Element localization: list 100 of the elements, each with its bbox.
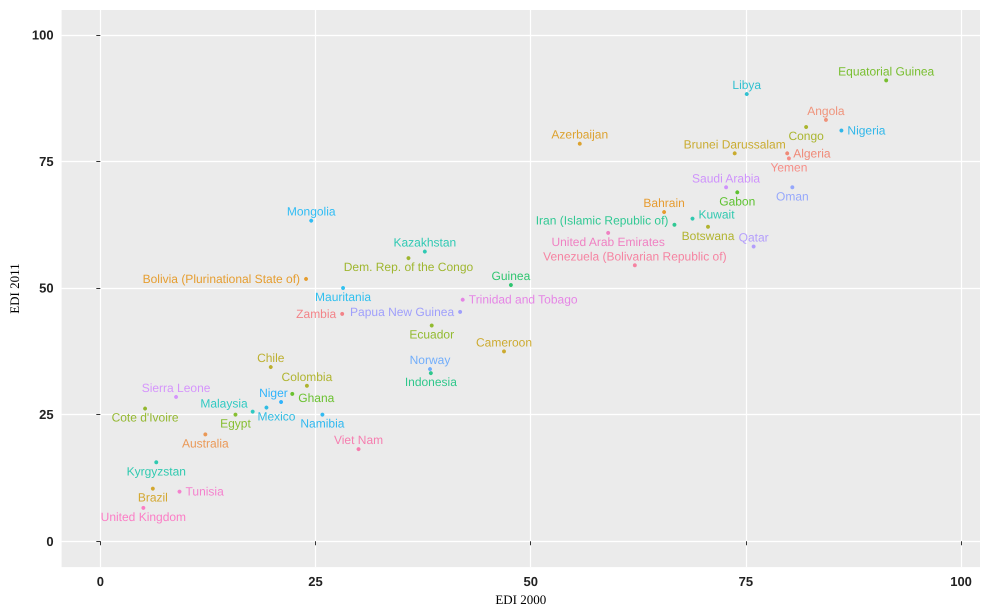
point bbox=[744, 92, 749, 96]
point bbox=[178, 490, 182, 494]
series-label: Iran (Islamic Republic of) bbox=[536, 214, 668, 228]
series-label: Brunei Darussalam bbox=[684, 137, 786, 152]
point bbox=[884, 78, 888, 82]
series-label: Brazil bbox=[138, 490, 168, 505]
series-label: Egypt bbox=[220, 416, 252, 431]
point bbox=[320, 412, 324, 417]
point bbox=[143, 406, 148, 411]
point bbox=[174, 394, 178, 399]
series-label: Algeria bbox=[793, 146, 831, 160]
point bbox=[309, 218, 314, 223]
series-label: Mauritania bbox=[315, 290, 372, 304]
series-label: Dem. Rep. of the Congo bbox=[344, 260, 474, 274]
series-label: Ecuador bbox=[409, 328, 454, 342]
point bbox=[428, 367, 432, 372]
series-label: Saudi Arabia bbox=[692, 171, 760, 186]
x-tick-label: 25 bbox=[308, 574, 323, 590]
series-label: Tunisia bbox=[186, 484, 224, 499]
point bbox=[690, 216, 695, 221]
series-label: Papua New Guinea bbox=[350, 304, 454, 319]
series-label: Indonesia bbox=[404, 375, 458, 390]
series-label: United Kingdom bbox=[100, 510, 186, 524]
series-label: Kazakhstan bbox=[393, 236, 456, 250]
series-label: Norway bbox=[410, 353, 450, 368]
series-label: Nigeria bbox=[847, 124, 886, 138]
series-label: Malaysia bbox=[200, 396, 248, 411]
point bbox=[508, 283, 513, 288]
y-tick-label: 100 bbox=[32, 27, 54, 42]
point bbox=[406, 256, 410, 260]
point bbox=[606, 230, 610, 235]
x-tick-label: 75 bbox=[738, 574, 754, 590]
series-label: Angola bbox=[807, 104, 845, 118]
point bbox=[706, 224, 710, 229]
point bbox=[341, 286, 346, 290]
y-tick-label: 50 bbox=[39, 280, 54, 296]
point bbox=[662, 210, 666, 214]
series-label: Trinidad and Tobago bbox=[468, 292, 578, 307]
point bbox=[735, 190, 740, 194]
series-label: Congo bbox=[788, 128, 824, 143]
series-label: Bahrain bbox=[643, 196, 685, 210]
series-label: Kyrgyzstan bbox=[126, 464, 186, 478]
series-label: Australia bbox=[182, 436, 230, 450]
x-axis-title: EDI 2000 bbox=[495, 592, 546, 607]
point bbox=[141, 506, 146, 510]
point bbox=[824, 118, 828, 122]
series-label: Viet Nam bbox=[334, 433, 384, 448]
series-label: Libya bbox=[732, 78, 762, 92]
series-label: Guinea bbox=[492, 269, 531, 284]
series-label: Zambia bbox=[296, 306, 337, 321]
point bbox=[268, 365, 273, 370]
point bbox=[340, 312, 344, 316]
point bbox=[422, 250, 427, 254]
point bbox=[356, 447, 361, 452]
series-label: Mexico bbox=[257, 410, 296, 424]
series-label: Sierra Leone bbox=[142, 380, 211, 395]
series-label: Chile bbox=[257, 351, 285, 366]
series-label: Colombia bbox=[282, 370, 333, 384]
point bbox=[790, 185, 794, 190]
series-label: Cameroon bbox=[476, 335, 532, 350]
point bbox=[304, 276, 308, 281]
point bbox=[578, 142, 582, 146]
series-label: Kuwait bbox=[698, 208, 736, 222]
series-label: Ghana bbox=[298, 390, 335, 405]
y-tick-label: 0 bbox=[46, 534, 54, 549]
series-label: Cote d'Ivoire bbox=[112, 410, 179, 425]
point bbox=[264, 406, 268, 410]
series-label: Gabon bbox=[719, 194, 756, 208]
point bbox=[430, 324, 434, 328]
point bbox=[203, 432, 208, 436]
series-label: Venezuela (Bolivarian Republic of) bbox=[543, 249, 727, 264]
point bbox=[458, 310, 462, 314]
point bbox=[839, 128, 844, 133]
point bbox=[150, 486, 155, 491]
x-tick-label: 50 bbox=[523, 574, 538, 590]
series-label: Qatar bbox=[738, 230, 769, 245]
point bbox=[460, 298, 465, 302]
point bbox=[279, 400, 284, 404]
y-tick-label: 25 bbox=[39, 407, 54, 422]
series-label: Namibia bbox=[300, 416, 345, 431]
point bbox=[752, 244, 756, 249]
series-label: United Arab Emirates bbox=[551, 234, 665, 249]
point bbox=[304, 384, 309, 388]
series-label: Yemen bbox=[770, 160, 808, 174]
point bbox=[672, 222, 676, 227]
series-label: Equatorial Guinea bbox=[838, 64, 935, 78]
point bbox=[632, 263, 637, 268]
point bbox=[154, 460, 158, 464]
point bbox=[250, 410, 255, 414]
series-label: Azerbaijan bbox=[551, 128, 608, 142]
point bbox=[804, 124, 808, 129]
point bbox=[785, 151, 790, 156]
point bbox=[502, 349, 506, 354]
y-axis-title: EDI 2011 bbox=[7, 263, 22, 314]
point bbox=[428, 371, 433, 376]
series-label: Niger bbox=[259, 386, 288, 400]
series-label: Botswana bbox=[682, 228, 735, 243]
series-label: Oman bbox=[776, 189, 809, 204]
point bbox=[732, 151, 737, 156]
point bbox=[290, 392, 294, 396]
